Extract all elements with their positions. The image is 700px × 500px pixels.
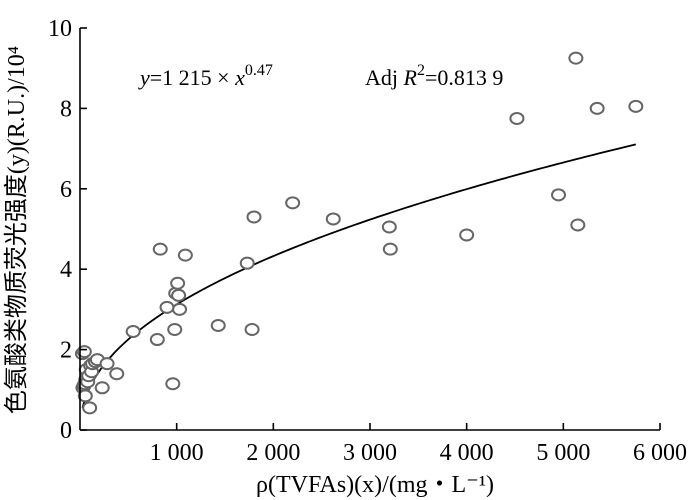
data-point	[99, 357, 115, 371]
y-tick-label: 2	[60, 338, 72, 364]
y-tick-label: 6	[60, 177, 72, 203]
data-point	[244, 323, 260, 336]
data-point	[159, 300, 175, 314]
data-point	[125, 325, 141, 339]
data-point	[152, 242, 168, 256]
y-axis-title: 色氨酸类物质荧光强度(y)(R.U.)/10⁴	[3, 46, 30, 414]
data-point	[82, 401, 98, 415]
data-points-layer	[74, 51, 644, 415]
data-point	[239, 256, 255, 270]
data-point	[177, 248, 193, 262]
x-tick-label: 1 000	[150, 440, 204, 466]
data-point	[459, 228, 475, 242]
data-point	[165, 377, 181, 391]
y-tick-label: 10	[48, 16, 72, 42]
data-point	[381, 220, 397, 234]
x-tick-label: 5 000	[536, 440, 590, 466]
data-point	[246, 210, 262, 224]
data-point	[551, 188, 566, 202]
data-point	[172, 302, 188, 316]
adj-r2-annotation: Adj R2=0.813 9	[365, 62, 503, 90]
y-tick-label: 0	[60, 418, 72, 444]
y-tick-label: 4	[60, 257, 72, 283]
data-point	[149, 333, 165, 347]
data-point	[167, 323, 183, 336]
data-point	[568, 51, 584, 65]
data-point	[210, 318, 226, 332]
y-tick-label: 8	[60, 96, 72, 122]
data-point	[109, 367, 125, 381]
data-point	[325, 212, 341, 226]
x-tick-label: 4 000	[440, 440, 494, 466]
fit-equation-annotation: y=1 215 × x0.47	[138, 62, 273, 90]
x-tick-label: 6 000	[633, 440, 687, 466]
x-axis-title: ρ(TVFAs)(x)/(mg・L⁻¹)	[256, 472, 494, 498]
data-point	[285, 196, 301, 210]
x-tick-label: 2 000	[246, 440, 300, 466]
ticks-layer: 1 000 2 000 3 000 4 000 5 000 6 000 0 2 4 6 8 10	[48, 16, 687, 466]
data-point	[171, 288, 187, 302]
fit-curve	[81, 143, 637, 409]
data-point	[170, 276, 186, 290]
data-point	[628, 99, 644, 113]
data-point	[94, 381, 110, 395]
data-point	[589, 101, 605, 115]
data-point	[382, 242, 398, 256]
x-tick-label: 3 000	[343, 440, 397, 466]
fit-curve-layer	[81, 143, 637, 409]
data-point	[509, 111, 525, 125]
data-point	[570, 218, 586, 232]
data-point	[77, 389, 93, 403]
